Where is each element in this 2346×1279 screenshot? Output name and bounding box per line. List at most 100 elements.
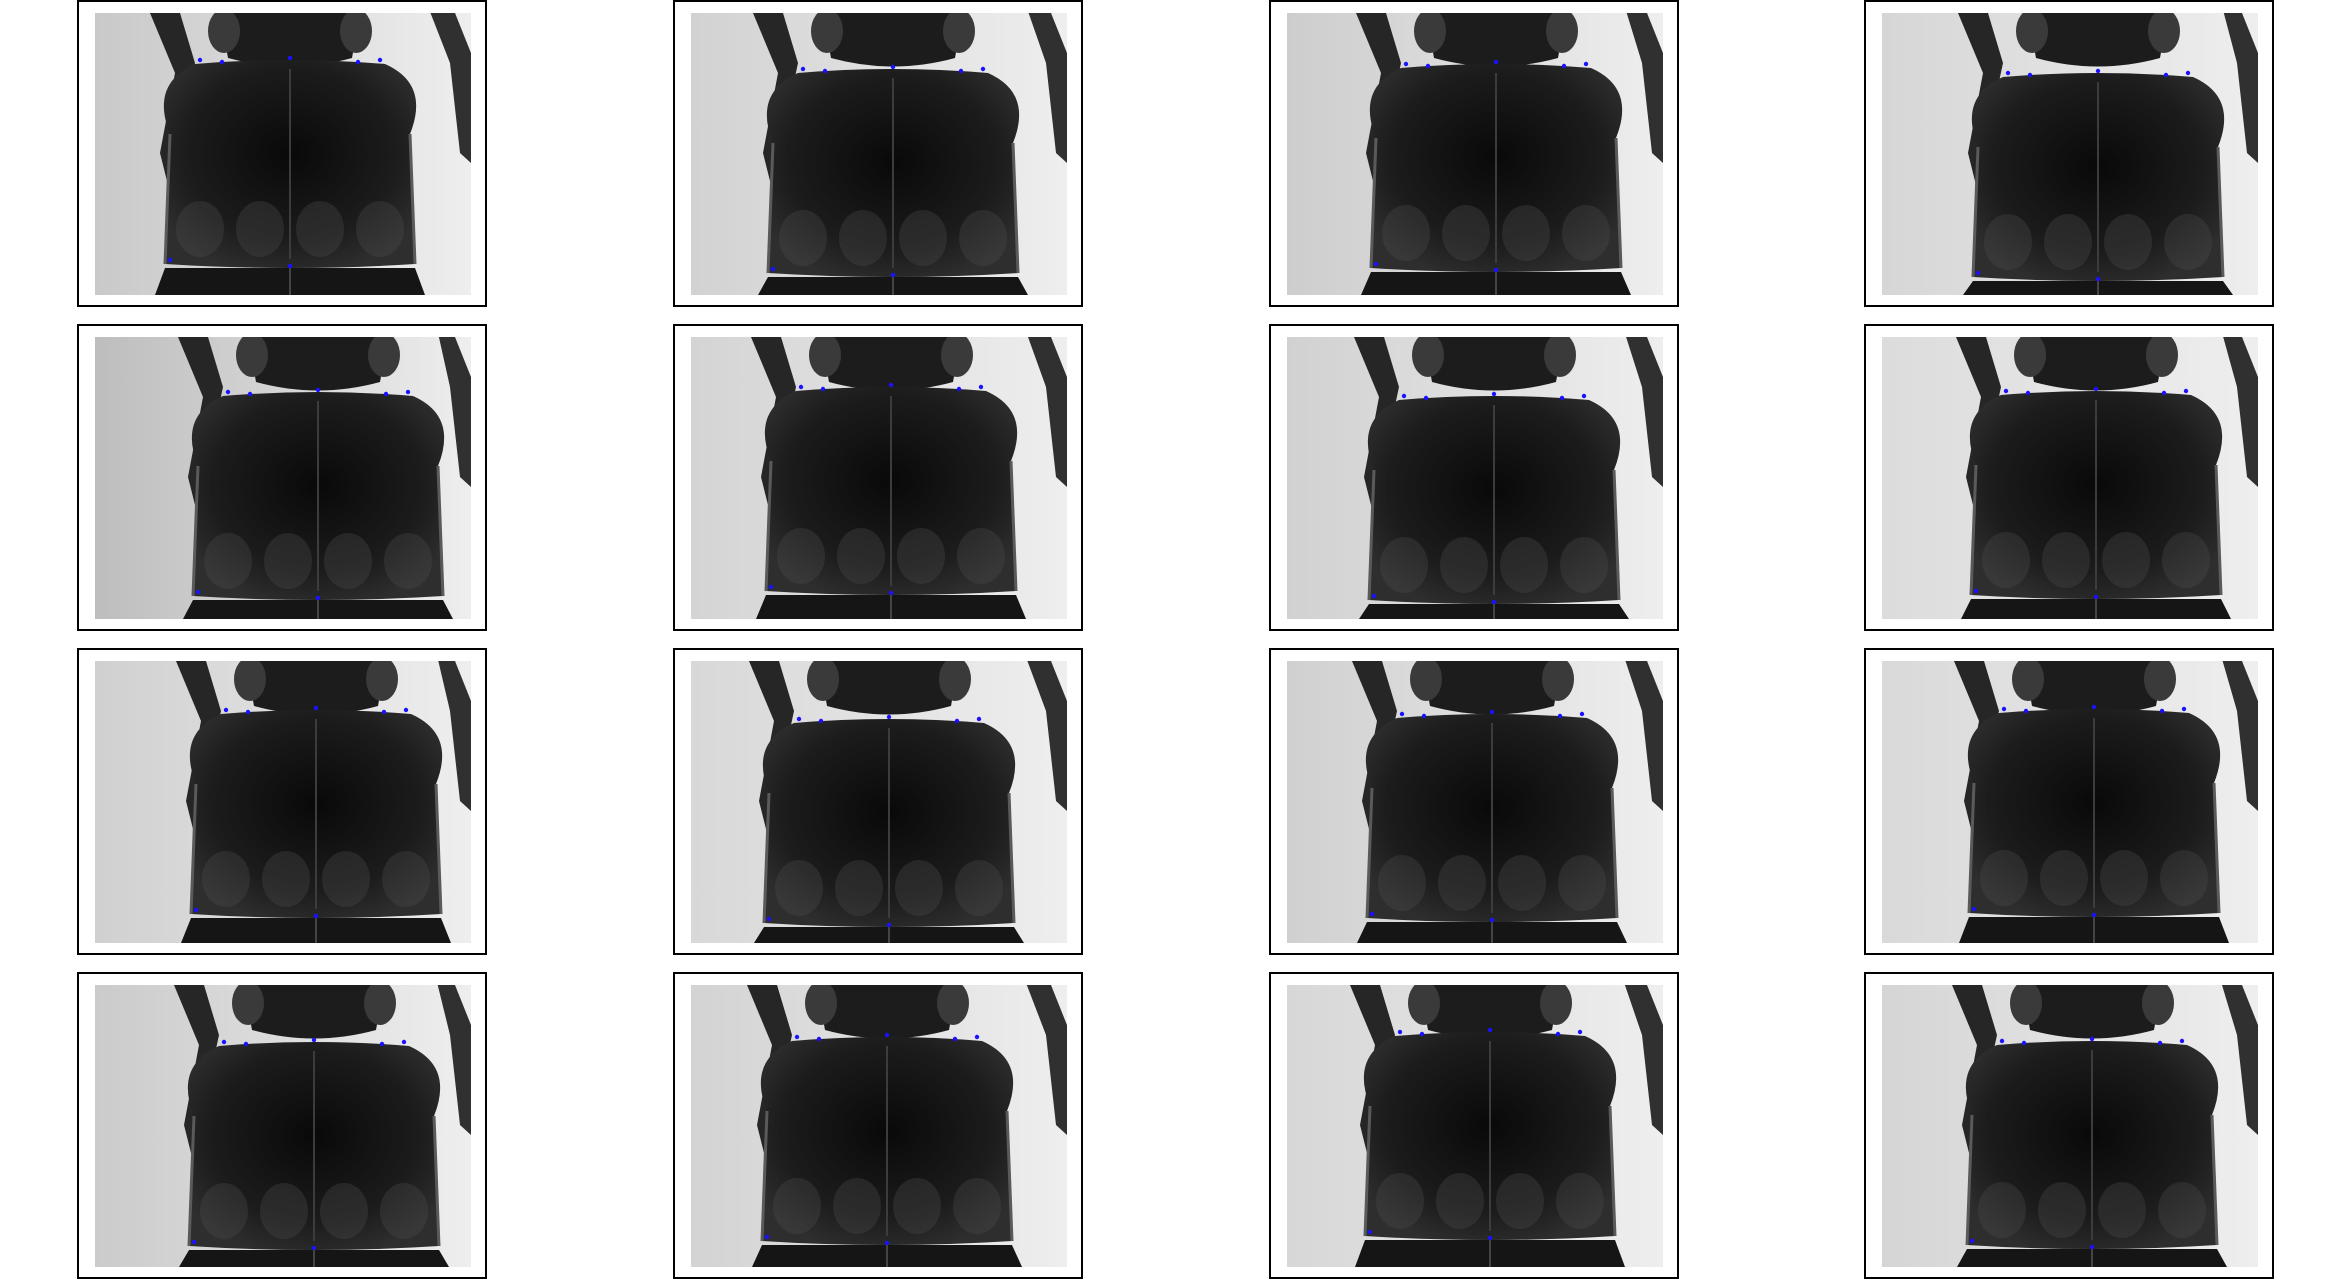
pronotum-rim-left xyxy=(1369,137,1378,269)
beetle-pronotum-photo xyxy=(1287,661,1663,943)
landmark-point xyxy=(890,64,896,70)
beetle-head xyxy=(1420,985,1560,1039)
beetle-pronotum-photo xyxy=(95,985,471,1267)
landmark-point xyxy=(2095,276,2101,282)
beetle-eye-right xyxy=(2146,337,2178,377)
pronotum-texture-patch xyxy=(2104,214,2152,270)
landmark-point xyxy=(794,1034,800,1040)
pronotum-texture-patch xyxy=(893,1178,941,1234)
specimen-panel xyxy=(77,972,487,1279)
pronotum-texture-patch xyxy=(1978,1182,2026,1238)
specimen-panel xyxy=(77,648,487,955)
beetle-pronotum-photo xyxy=(95,337,471,619)
pronotum-rim-left xyxy=(1969,464,1978,596)
landmark-point xyxy=(245,709,251,715)
beetle-pronotum-photo xyxy=(95,661,471,943)
pronotum-texture-patch xyxy=(1436,1173,1484,1229)
landmark-point xyxy=(2093,386,2099,392)
specimen-panel xyxy=(1269,0,1679,307)
landmark-point xyxy=(2183,388,2189,394)
landmark-point xyxy=(1579,711,1585,717)
pronotum-texture-patch xyxy=(1498,855,1546,911)
pronotum-rim-right xyxy=(408,133,417,265)
landmark-point xyxy=(401,1039,407,1045)
landmark-point xyxy=(2185,70,2191,76)
landmark-point xyxy=(764,1234,770,1240)
beetle-leg-right xyxy=(2222,985,2258,1135)
landmark-point xyxy=(1561,63,1567,69)
beetle-eye-right xyxy=(364,985,396,1025)
pronotum-rim-left xyxy=(1365,787,1374,919)
pronotum-texture-patch xyxy=(955,860,1003,916)
beetle-leg-right xyxy=(437,985,471,1135)
landmark-point xyxy=(2161,390,2167,396)
landmark-point xyxy=(980,66,986,72)
pronotum-texture-patch xyxy=(895,860,943,916)
landmark-point xyxy=(1367,1229,1373,1235)
pronotum-texture-patch xyxy=(202,851,250,907)
beetle-head xyxy=(220,13,360,67)
landmark-point xyxy=(1973,588,1979,594)
beetle-head xyxy=(1422,661,1562,715)
landmark-point xyxy=(2021,1040,2027,1046)
pronotum-texture-patch xyxy=(1382,205,1430,261)
landmark-point xyxy=(2159,708,2165,714)
beetle-pronotum-photo xyxy=(1287,985,1663,1267)
beetle-head xyxy=(2024,661,2164,715)
pronotum-texture-patch xyxy=(236,201,284,257)
landmark-point xyxy=(1419,1031,1425,1037)
landmark-point xyxy=(822,68,828,74)
pronotum-texture-patch xyxy=(204,533,252,589)
beetle-head xyxy=(248,337,388,391)
landmark-point xyxy=(1583,61,1589,67)
landmark-point xyxy=(2163,72,2169,78)
beetle-eye-left xyxy=(232,985,264,1025)
landmark-point xyxy=(768,584,774,590)
landmark-point xyxy=(1399,711,1405,717)
beetle-eye-right xyxy=(943,13,975,53)
specimen-panel xyxy=(1269,324,1679,631)
landmark-point xyxy=(1397,1029,1403,1035)
landmark-point xyxy=(311,1245,317,1251)
beetle-head xyxy=(244,985,384,1039)
pronotum-texture-patch xyxy=(2160,850,2208,906)
beetle-eye-left xyxy=(1414,13,1446,53)
landmark-point xyxy=(195,589,201,595)
landmark-point xyxy=(766,916,772,922)
landmark-point xyxy=(197,57,203,63)
beetle-eye-right xyxy=(939,661,971,701)
pronotum-rim-right xyxy=(1005,1110,1014,1242)
beetle-head xyxy=(817,985,957,1039)
beetle-eye-left xyxy=(809,337,841,377)
pronotum-texture-patch xyxy=(1558,855,1606,911)
pronotum-texture-patch xyxy=(773,1178,821,1234)
pronotum-texture-patch xyxy=(2040,850,2088,906)
landmark-point xyxy=(1369,911,1375,917)
beetle-pronotum-photo xyxy=(691,337,1067,619)
pronotum-texture-patch xyxy=(2158,1182,2206,1238)
landmark-point xyxy=(379,1041,385,1047)
beetle-leg-right xyxy=(2223,13,2258,163)
landmark-point xyxy=(193,907,199,913)
pronotum-rim-left xyxy=(764,460,773,592)
landmark-point xyxy=(818,718,824,724)
specimen-panel xyxy=(1864,0,2274,307)
landmark-point xyxy=(313,913,319,919)
pronotum-texture-patch xyxy=(953,1178,1001,1234)
beetle-pronotum-photo xyxy=(1882,985,2258,1267)
landmark-point xyxy=(978,384,984,390)
pronotum-rim-right xyxy=(1009,460,1018,592)
landmark-point xyxy=(2095,68,2101,74)
landmark-point xyxy=(954,718,960,724)
landmark-point xyxy=(888,590,894,596)
pronotum-rim-left xyxy=(1363,1105,1372,1237)
pronotum-texture-patch xyxy=(200,1183,248,1239)
landmark-point xyxy=(383,391,389,397)
beetle-pronotum-photo xyxy=(1882,337,2258,619)
landmark-point xyxy=(1557,713,1563,719)
beetle-eye-right xyxy=(368,337,400,377)
landmark-point xyxy=(888,382,894,388)
pronotum-rim-right xyxy=(436,465,445,597)
landmark-point xyxy=(225,389,231,395)
